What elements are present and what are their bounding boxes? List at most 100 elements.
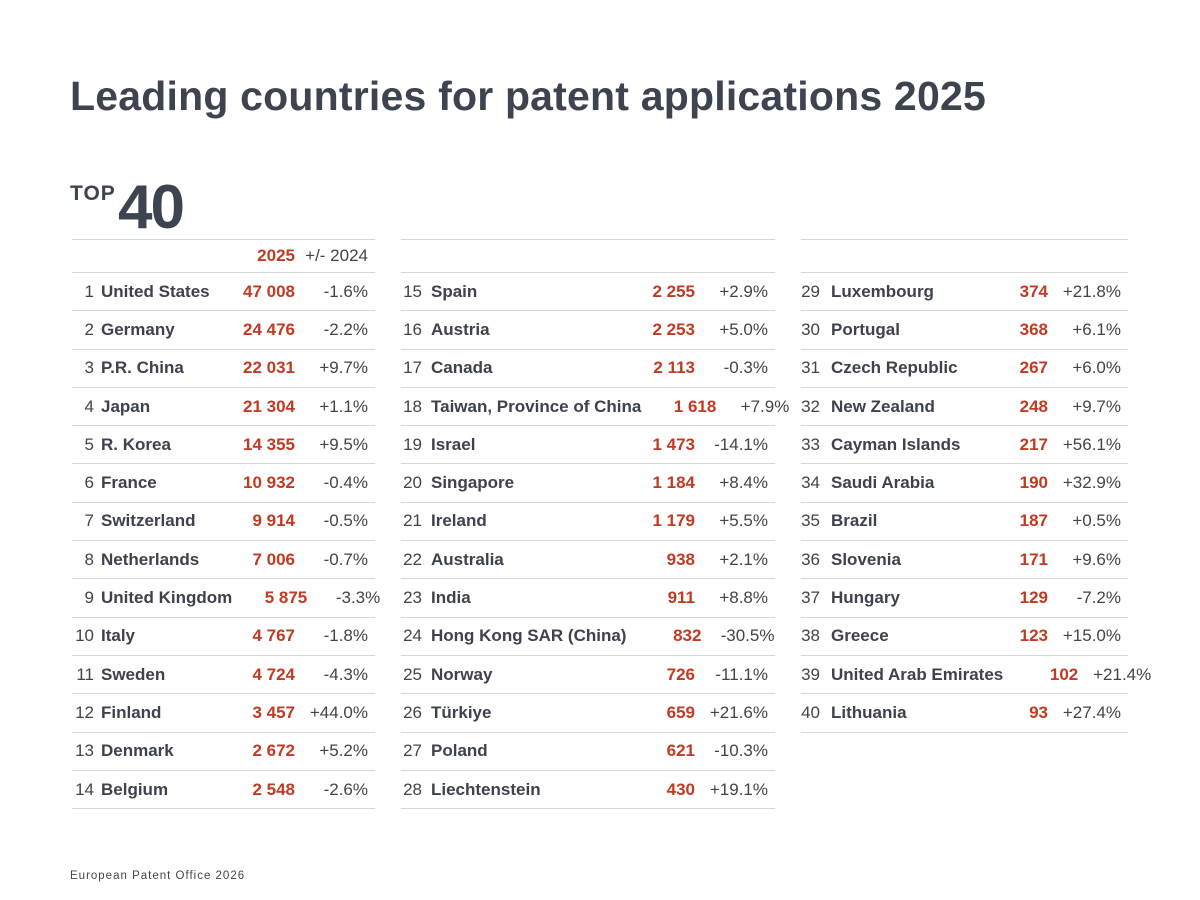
top-number: 40 <box>118 173 185 242</box>
table-row: 9 United Kingdom 5 875 -3.3% <box>72 579 380 618</box>
rank-cell: 7 <box>84 511 94 531</box>
rank-cell: 21 <box>403 511 422 531</box>
country-name: Poland <box>431 741 488 761</box>
rank-cell: 29 <box>801 281 820 301</box>
change-value: -1.6% <box>323 281 368 301</box>
country-name: Hungary <box>831 588 900 608</box>
table-row: 21 Ireland 1 179 +5.5% <box>401 503 775 542</box>
change-value: +44.0% <box>309 702 368 722</box>
table-row: 28 Liechtenstein 430 +19.1% <box>401 771 775 810</box>
applications-value: 10 932 <box>243 473 295 493</box>
country-name: France <box>101 473 157 493</box>
country-name: United States <box>101 281 210 301</box>
rank-cell: 35 <box>801 511 820 531</box>
country-name: R. Korea <box>101 434 171 454</box>
table-row: 23 India 911 +8.8% <box>401 579 775 618</box>
applications-value: 621 <box>666 741 695 761</box>
applications-value: 1 473 <box>652 434 695 454</box>
country-name: Israel <box>431 434 476 454</box>
table-row: 24 Hong Kong SAR (China) 832 -30.5% <box>401 618 775 656</box>
ranking-table-1: 2025 +/- 2024 1 United States 47 008 -1.6% 2… <box>72 239 380 810</box>
table-row: 29 Luxembourg 374 +21.8% <box>801 273 1128 312</box>
table-row: 7 Switzerland 9 914 -0.5% <box>72 503 375 542</box>
change-value: +15.0% <box>1062 626 1121 646</box>
country-name: Cayman Islands <box>831 434 961 454</box>
change-value: +1.1% <box>319 396 368 416</box>
applications-value: 374 <box>1019 281 1048 301</box>
country-name: Singapore <box>431 473 515 493</box>
change-value: -30.5% <box>720 626 775 646</box>
ranking-table-3: 29 Luxembourg 374 +21.8% 30 Portugal 368 +6.1% 3… <box>801 239 1151 733</box>
rank-cell: 30 <box>801 319 820 339</box>
country-name: New Zealand <box>831 396 935 416</box>
table-row: 12 Finland 3 457 +44.0% <box>72 694 375 733</box>
table-header <box>401 240 775 273</box>
country-name: Australia <box>431 549 504 569</box>
table-row: 22 Australia 938 +2.1% <box>401 541 775 580</box>
change-value: -4.3% <box>323 664 368 684</box>
change-value: -1.8% <box>323 626 368 646</box>
table-row: 37 Hungary 129 -7.2% <box>801 579 1128 618</box>
applications-value: 24 476 <box>243 319 295 339</box>
applications-value: 4 767 <box>252 626 295 646</box>
applications-value: 217 <box>1019 434 1048 454</box>
table-row: 25 Norway 726 -11.1% <box>401 656 775 695</box>
country-name: India <box>431 588 471 608</box>
change-value: +9.7% <box>1072 396 1121 416</box>
table-header: 2025 +/- 2024 <box>72 240 375 273</box>
country-name: Belgium <box>101 779 169 799</box>
country-name: Lithuania <box>831 702 907 722</box>
applications-value: 2 253 <box>652 319 695 339</box>
change-value: -0.3% <box>723 358 768 378</box>
table-row: 5 R. Korea 14 355 +9.5% <box>72 426 375 465</box>
change-value: +8.4% <box>719 473 768 493</box>
header-change: +/- 2024 <box>305 246 368 265</box>
top-label: TOP <box>70 182 116 205</box>
change-value: +21.6% <box>709 702 768 722</box>
table-row: 34 Saudi Arabia 190 +32.9% <box>801 464 1128 503</box>
country-name: Greece <box>831 626 889 646</box>
table-row: 32 New Zealand 248 +9.7% <box>801 388 1128 427</box>
country-name: Canada <box>431 358 493 378</box>
change-value: +8.8% <box>719 588 768 608</box>
country-name: Denmark <box>101 741 174 761</box>
rank-cell: 18 <box>403 396 422 416</box>
applications-value: 22 031 <box>243 358 295 378</box>
change-value: +6.1% <box>1072 319 1121 339</box>
country-name: Sweden <box>101 664 166 684</box>
rank-cell: 8 <box>84 549 94 569</box>
table-row: 4 Japan 21 304 +1.1% <box>72 388 375 427</box>
rank-cell: 15 <box>403 281 422 301</box>
country-name: Spain <box>431 281 478 301</box>
applications-value: 2 672 <box>252 741 295 761</box>
change-value: +2.1% <box>719 549 768 569</box>
change-value: +9.7% <box>319 358 368 378</box>
applications-value: 1 179 <box>652 511 695 531</box>
country-name: Austria <box>431 319 490 339</box>
applications-value: 1 184 <box>652 473 695 493</box>
change-value: +56.1% <box>1062 434 1121 454</box>
rank-cell: 34 <box>801 473 820 493</box>
country-name: Netherlands <box>101 549 200 569</box>
table-row: 27 Poland 621 -10.3% <box>401 733 775 771</box>
applications-value: 9 914 <box>252 511 295 531</box>
applications-value: 3 457 <box>252 702 295 722</box>
country-name: P.R. China <box>101 358 184 378</box>
rank-cell: 11 <box>76 664 94 684</box>
applications-value: 171 <box>1019 549 1048 569</box>
country-name: Czech Republic <box>831 358 958 378</box>
table-row: 30 Portugal 368 +6.1% <box>801 311 1128 350</box>
change-value: -7.2% <box>1076 588 1121 608</box>
applications-value: 1 618 <box>673 396 717 416</box>
change-value: +9.5% <box>319 434 368 454</box>
country-name: Brazil <box>831 511 878 531</box>
country-name: Italy <box>101 626 136 646</box>
rank-cell: 1 <box>84 281 94 301</box>
country-name: Germany <box>101 319 175 339</box>
table-row: 3 P.R. China 22 031 +9.7% <box>72 350 375 388</box>
table-row: 26 Türkiye 659 +21.6% <box>401 694 775 733</box>
table-row: 8 Netherlands 7 006 -0.7% <box>72 541 375 580</box>
rank-cell: 38 <box>801 626 820 646</box>
change-value: -3.3% <box>335 588 381 608</box>
rank-cell: 22 <box>403 549 422 569</box>
